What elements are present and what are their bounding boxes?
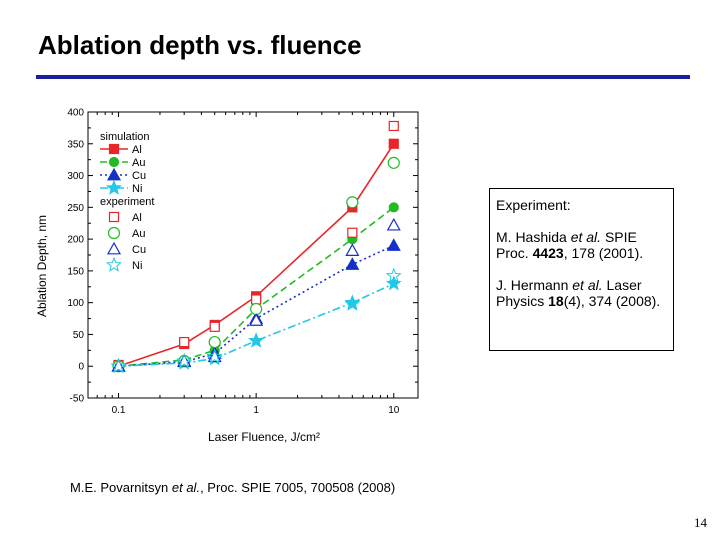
exp-point-au xyxy=(346,196,359,209)
x-tick-label: 10 xyxy=(388,405,400,416)
x-axis-label: Laser Fluence, J/cm² xyxy=(208,430,320,444)
sim-line-ni xyxy=(118,282,395,367)
exp-point-al xyxy=(388,120,399,132)
legend-marker-sim-cu xyxy=(106,167,122,181)
sim-line-au xyxy=(118,206,395,367)
legend-marker-sim-au xyxy=(108,156,120,168)
sim-line-al xyxy=(118,143,395,367)
x-tick-label: 1 xyxy=(253,405,259,416)
y-axis-label: Ablation Depth, nm xyxy=(35,215,49,317)
legend-marker-exp-au xyxy=(107,226,121,240)
exp-point-ni xyxy=(176,352,193,368)
exp-point-al xyxy=(347,227,358,238)
exp-point-ni xyxy=(110,357,127,374)
exp-point-ni xyxy=(206,348,223,364)
y-tick-label: 400 xyxy=(67,108,84,119)
y-tick-label: -50 xyxy=(70,394,85,405)
legend-label-exp-au: Au xyxy=(132,228,145,240)
exp-point-au xyxy=(208,335,221,349)
exp-point-au xyxy=(250,302,263,316)
exp-point-cu xyxy=(249,313,264,326)
y-tick-label: 100 xyxy=(67,298,84,309)
y-tick-label: 200 xyxy=(67,235,84,246)
x-axis-label-text: Laser Fluence, J/cm² xyxy=(208,430,320,444)
legend-label-exp-al: Al xyxy=(132,212,142,224)
y-tick-label: 0 xyxy=(78,362,84,373)
y-tick-label: 300 xyxy=(67,171,84,182)
x-tick-label: 0.1 xyxy=(112,405,126,416)
legend-marker-exp-cu xyxy=(106,241,122,255)
y-tick-label: 350 xyxy=(67,139,84,150)
series-group xyxy=(110,120,402,374)
experiment-ref-2: J. Hermann et al. Laser Physics 18(4), 3… xyxy=(496,277,661,309)
legend-header-experiment: experiment xyxy=(100,196,154,208)
legend-label-exp-ni: Ni xyxy=(132,260,142,272)
citation: M.E. Povarnitsyn et al., Proc. SPIE 7005… xyxy=(70,480,396,495)
experiment-ref-1: M. Hashida et al. SPIE Proc. 4423, 178 (… xyxy=(496,229,644,261)
sim-point-cu xyxy=(386,238,401,251)
legend-label-sim-ni: Ni xyxy=(132,183,142,195)
legend-marker-exp-ni xyxy=(105,256,123,272)
exp-point-al xyxy=(179,336,190,348)
exp-point-au xyxy=(387,156,400,169)
exp-point-ni xyxy=(385,267,402,283)
sim-point-ni xyxy=(385,275,402,291)
exp-point-cu xyxy=(386,217,401,231)
exp-point-al xyxy=(251,294,262,305)
legend-label-sim-cu: Cu xyxy=(132,170,146,182)
exp-point-cu xyxy=(345,243,360,256)
legend-label-sim-al: Al xyxy=(132,144,142,156)
y-tick-label: 50 xyxy=(73,330,85,341)
sim-point-au xyxy=(388,202,399,213)
experiment-heading: Experiment: xyxy=(496,197,571,213)
sim-point-ni xyxy=(344,294,361,310)
legend-label-sim-au: Au xyxy=(132,157,145,169)
sim-point-al xyxy=(388,138,399,149)
exp-point-ni xyxy=(248,332,265,348)
exp-point-al xyxy=(209,321,220,332)
title-rule xyxy=(36,75,690,79)
sim-point-cu xyxy=(345,257,360,270)
legend-marker-sim-al xyxy=(108,143,120,155)
legend-marker-sim-ni xyxy=(105,179,123,195)
legend-header-simulation: simulation xyxy=(100,131,150,143)
axis-group: -50 0 50 100 150 200 250 300 350 400 0.1 1 10 xyxy=(67,108,419,416)
page-number: 14 xyxy=(694,515,707,530)
exp-point-ni xyxy=(344,295,361,311)
legend-label-exp-cu: Cu xyxy=(132,244,146,256)
y-tick-label: 150 xyxy=(67,266,84,277)
y-tick-label: 250 xyxy=(67,203,84,214)
ablation-depth-chart: -50 0 50 100 150 200 250 300 350 400 0.1 1 10 simula… xyxy=(35,108,419,444)
legend-marker-exp-al xyxy=(108,211,120,223)
slide-title: Ablation depth vs. fluence xyxy=(38,30,362,60)
experiment-reference-box: Experiment: M. Hashida et al. SPIE Proc.… xyxy=(489,188,674,351)
